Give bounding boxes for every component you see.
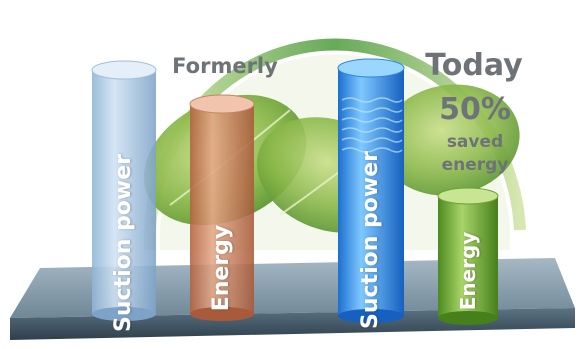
bar-label-formerly-suction: Suction power: [111, 154, 136, 332]
bar-formerly-energy: [189, 94, 255, 321]
today-percent: 50%: [439, 92, 511, 127]
bar-today-suction: [337, 58, 405, 323]
bar-label-today-suction: Suction power: [358, 151, 383, 329]
bar-formerly-suction: [91, 60, 157, 321]
today-saved-line1: saved: [446, 132, 504, 152]
today-heading: Today: [425, 48, 523, 83]
bar-today-energy: [437, 187, 499, 325]
bar-label-formerly-energy: Energy: [209, 224, 234, 312]
formerly-heading: Formerly: [172, 54, 278, 78]
today-saved-line2: energy: [441, 155, 509, 175]
bar-label-today-energy: Energy: [456, 231, 480, 311]
leaf-right: [380, 84, 520, 196]
